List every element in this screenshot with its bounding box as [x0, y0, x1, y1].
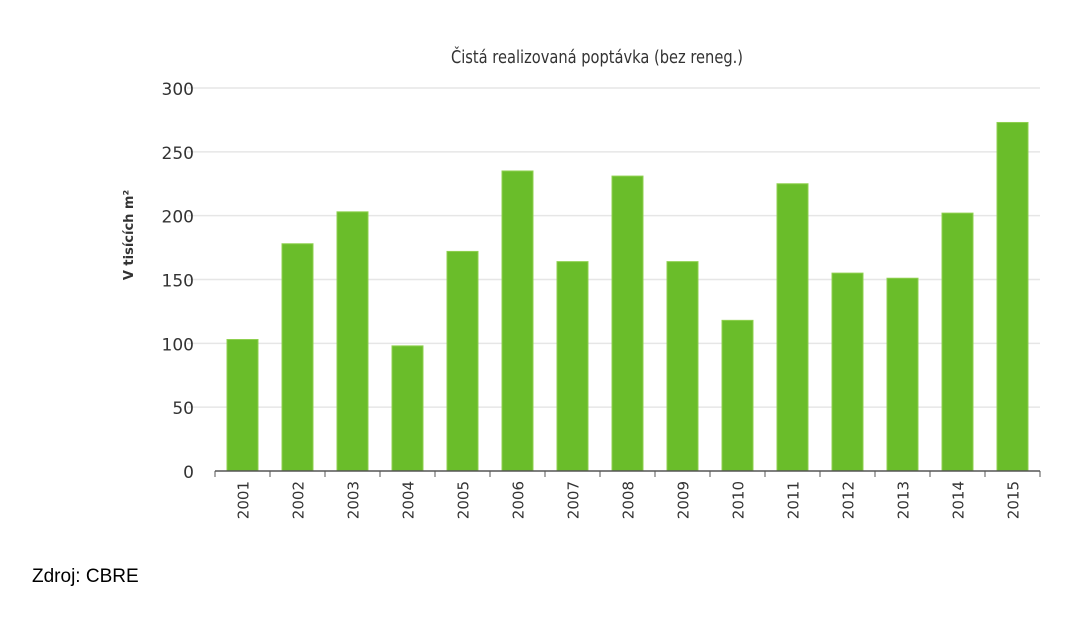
x-tick-label: 2012 — [840, 481, 858, 519]
y-tick-label: 0 — [183, 463, 194, 483]
y-tick-label: 100 — [162, 335, 194, 355]
x-tick-label: 2001 — [235, 481, 253, 519]
x-tick-label: 2015 — [1005, 481, 1023, 519]
bar — [941, 212, 974, 472]
x-tick-label: 2014 — [950, 481, 968, 519]
x-tick-label: 2007 — [565, 481, 583, 519]
bar — [556, 261, 589, 472]
source-note: Zdroj: CBRE — [32, 566, 139, 587]
x-tick-label: 2013 — [895, 481, 913, 519]
x-tick-label: 2008 — [620, 481, 638, 519]
y-axis-label: V tisících m² — [122, 190, 137, 280]
bar — [996, 121, 1029, 472]
bar — [446, 250, 479, 472]
bar — [281, 243, 314, 472]
bar — [336, 211, 369, 472]
x-tick-label: 2004 — [400, 481, 418, 519]
bar — [831, 272, 864, 472]
x-tick-label: 2011 — [785, 481, 803, 519]
x-tick-label: 2005 — [455, 481, 473, 519]
x-tick-label: 2009 — [675, 481, 693, 519]
x-tick-label: 2002 — [290, 481, 308, 519]
y-tick-label: 300 — [162, 80, 194, 100]
x-tick-label: 2003 — [345, 481, 363, 519]
bar — [611, 175, 644, 472]
x-tick-label: 2010 — [730, 481, 748, 519]
bar — [226, 339, 259, 472]
y-tick-label: 200 — [162, 208, 194, 228]
bar — [666, 261, 699, 472]
y-tick-label: 150 — [162, 272, 194, 292]
bar — [391, 345, 424, 472]
bar — [776, 183, 809, 472]
y-tick-label: 250 — [162, 144, 194, 164]
bar — [501, 170, 534, 472]
bar — [721, 319, 754, 472]
bar — [886, 277, 919, 472]
chart-title: Čistá realizovaná poptávka (bez reneg.) — [451, 46, 743, 68]
y-tick-label: 50 — [172, 399, 194, 419]
x-tick-label: 2006 — [510, 481, 528, 519]
